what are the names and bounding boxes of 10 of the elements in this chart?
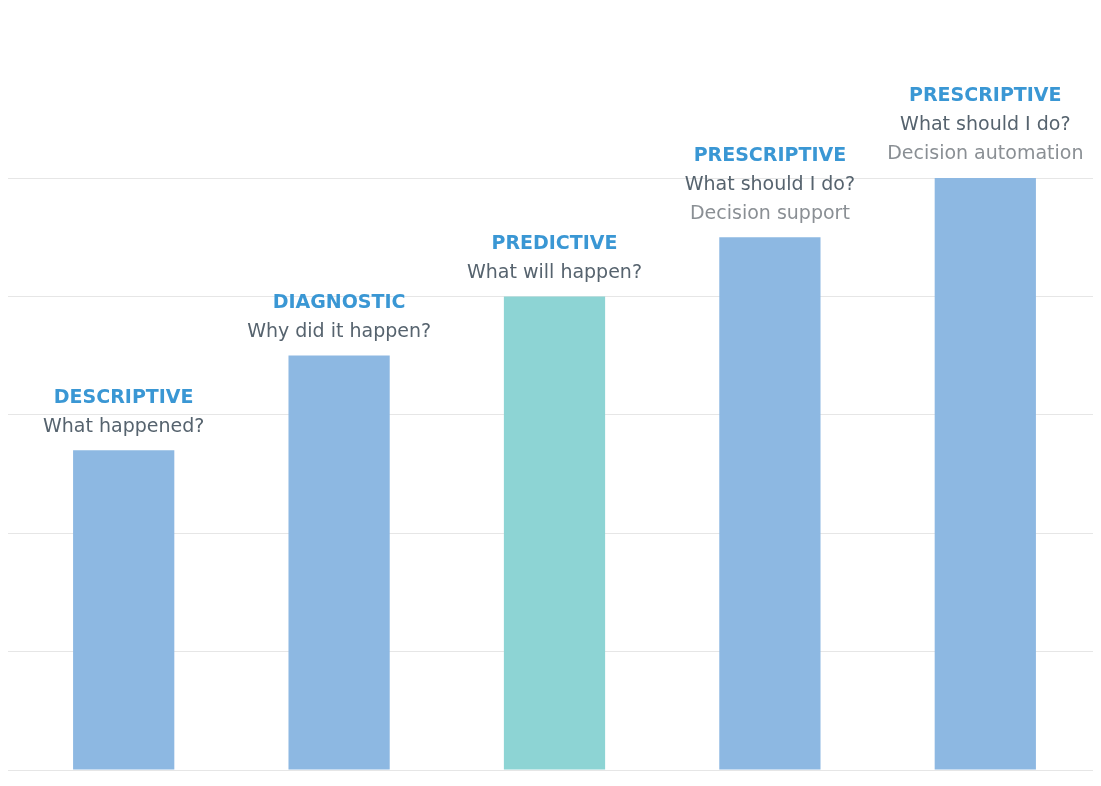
bar	[73, 450, 175, 770]
bar	[934, 178, 1036, 770]
text: PRESCRIPTIVE What should I do? Decision automation	[887, 83, 1084, 164]
bar	[503, 296, 606, 770]
annotation: DESCRIPTIVE What happened?	[43, 384, 205, 436]
bar	[288, 355, 390, 770]
bar	[719, 237, 821, 770]
annotation: DIAGNOSTIC Why did it happen?	[247, 290, 432, 342]
annotation: PRESCRIPTIVE What should I do? Decision support	[684, 142, 856, 223]
annotation: PREDICTIVE What will happen?	[467, 230, 642, 282]
